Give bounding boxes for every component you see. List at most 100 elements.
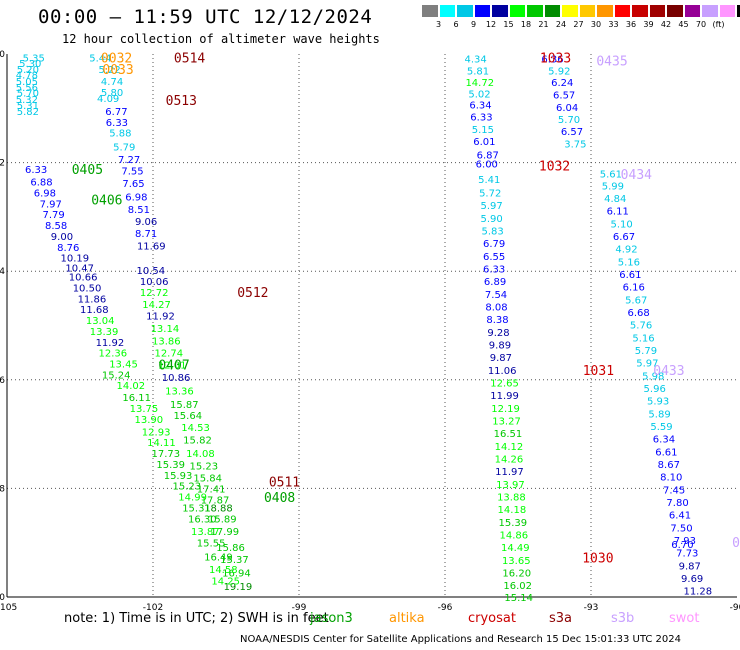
wave-height-label: 6.55	[483, 252, 505, 263]
wave-height-label: 5.80	[101, 88, 123, 99]
wave-height-label: 14.25	[211, 577, 240, 588]
wave-height-label: 15.84	[193, 474, 222, 485]
wave-height-label: 5.70	[558, 115, 580, 126]
wave-height-label: 6.01	[473, 137, 495, 148]
wave-height-label: 6.68	[628, 308, 650, 319]
color-scale-cell	[648, 4, 666, 18]
wave-height-label: 9.69	[681, 574, 703, 585]
color-scale-label: 39	[643, 20, 654, 29]
pass-time-label: 0407	[158, 359, 189, 374]
wave-height-label: 6.34	[653, 434, 675, 445]
pass-time-label: 0435	[596, 55, 627, 70]
color-scale-cell	[438, 4, 456, 18]
color-scale-label: 9	[470, 20, 477, 29]
wave-height-label: 15.14	[504, 593, 533, 604]
wave-height-label: 6.57	[561, 127, 583, 138]
legend-sat-s3a: s3a	[549, 611, 573, 626]
y-tick-label: -32	[0, 159, 5, 169]
color-scale-cell	[701, 4, 719, 18]
wave-height-label: 14.08	[186, 449, 215, 460]
color-scale-cell	[613, 4, 631, 18]
wave-height-label: 15.86	[216, 543, 245, 554]
wave-height-label: 8.10	[660, 472, 682, 483]
wave-height-label: 9.87	[679, 562, 701, 573]
color-scale-cell	[508, 4, 526, 18]
wave-height-label: 6.79	[483, 239, 505, 250]
wave-height-label: 5.97	[636, 358, 658, 369]
color-scale-label: 6	[453, 20, 459, 29]
wave-height-label: 12.65	[490, 379, 519, 390]
wave-height-label: 6.70	[671, 540, 693, 551]
wave-height-label: 6.36	[541, 54, 563, 65]
wave-height-label: 14.11	[147, 438, 176, 449]
wave-height-label: 6.33	[25, 165, 47, 176]
wave-height-label: 5.35	[23, 53, 45, 64]
wave-height-label: 5.83	[482, 226, 504, 237]
color-scale-cell	[631, 4, 649, 18]
wave-height-label: 5.98	[642, 371, 664, 382]
wave-height-label: 15.23	[190, 462, 219, 473]
wave-height-label: 11.97	[495, 467, 524, 478]
y-tick-label: -38	[0, 484, 5, 494]
color-scale-label: 21	[538, 20, 549, 29]
x-tick-label: -93	[584, 603, 599, 613]
wave-height-label: 15.55	[197, 539, 226, 550]
color-scale-cell	[736, 4, 740, 18]
wave-height-label: 15.23	[172, 482, 201, 493]
wave-height-label: 7.45	[663, 485, 685, 496]
wave-height-label: 7.93	[674, 536, 696, 547]
wave-height-label: 3.75	[564, 140, 586, 151]
wave-height-label: 8.67	[658, 460, 680, 471]
x-tick-label: -96	[438, 603, 453, 613]
pass-time-label: 04	[732, 536, 740, 551]
wave-height-label: 5.89	[648, 409, 670, 420]
wave-height-label: 5.02	[468, 90, 490, 101]
wave-height-label: 5.81	[467, 66, 489, 77]
pass-time-label: 0405	[72, 163, 103, 178]
wave-height-label: 15.89	[208, 514, 237, 525]
legend-sat-altika: altika	[389, 611, 425, 626]
pass-time-label: 0032	[101, 51, 132, 66]
color-scale-label: 27	[573, 20, 584, 29]
color-scale: 3 6 9 12 15 18 21 24 27 30 33 36 39 42 45 70 (ft)	[421, 4, 740, 30]
wave-height-label: 13.86	[152, 337, 181, 348]
y-tick-label: -36	[0, 376, 5, 386]
wave-height-label: 14.27	[142, 300, 171, 311]
color-scale-cell	[578, 4, 596, 18]
wave-height-label: 10.47	[65, 263, 94, 274]
legend-sat-jason3: jason3	[310, 611, 353, 626]
wave-height-label: 6.67	[613, 232, 635, 243]
wave-height-label: 5.16	[618, 257, 640, 268]
wave-height-label: 7.73	[676, 548, 698, 559]
color-scale-label: 3	[435, 20, 442, 29]
color-scale-label: 45	[678, 20, 689, 29]
color-scale-cell	[543, 4, 561, 18]
wave-height-label: 8.51	[128, 205, 150, 216]
pass-time-label: 1031	[583, 364, 614, 379]
color-scale-label: 70	[695, 20, 707, 29]
legend-sat-cryosat: cryosat	[468, 611, 516, 626]
color-scale-cell	[596, 4, 614, 18]
wave-height-label: 11.99	[490, 391, 519, 402]
color-scale-cell	[473, 4, 491, 18]
wave-height-label: 7.54	[485, 290, 507, 301]
pass-time-label: 1030	[582, 551, 613, 566]
wave-height-label: 5.56	[16, 83, 38, 94]
wave-height-label: 6.61	[619, 270, 641, 281]
wave-height-label: 12.93	[142, 427, 171, 438]
wave-height-label: 14.86	[500, 531, 529, 542]
wave-height-label: 8.38	[486, 315, 508, 326]
wave-height-label: 9.87	[490, 353, 512, 364]
y-tick-label: -30	[0, 50, 5, 60]
page-title: 00:00 – 11:59 UTC 12/12/2024	[38, 6, 373, 28]
wave-height-label: 15.39	[156, 460, 185, 471]
pass-time-label: 1033	[540, 51, 571, 66]
wave-height-label: 17.99	[210, 527, 239, 538]
pass-time-label: 0408	[264, 491, 295, 506]
color-scale-cell	[718, 4, 736, 18]
wave-height-label: 14.99	[178, 493, 207, 504]
x-tick-label: -90	[730, 603, 740, 613]
wave-height-label: 15.37	[220, 555, 249, 566]
wave-height-label: 5.99	[602, 181, 624, 192]
